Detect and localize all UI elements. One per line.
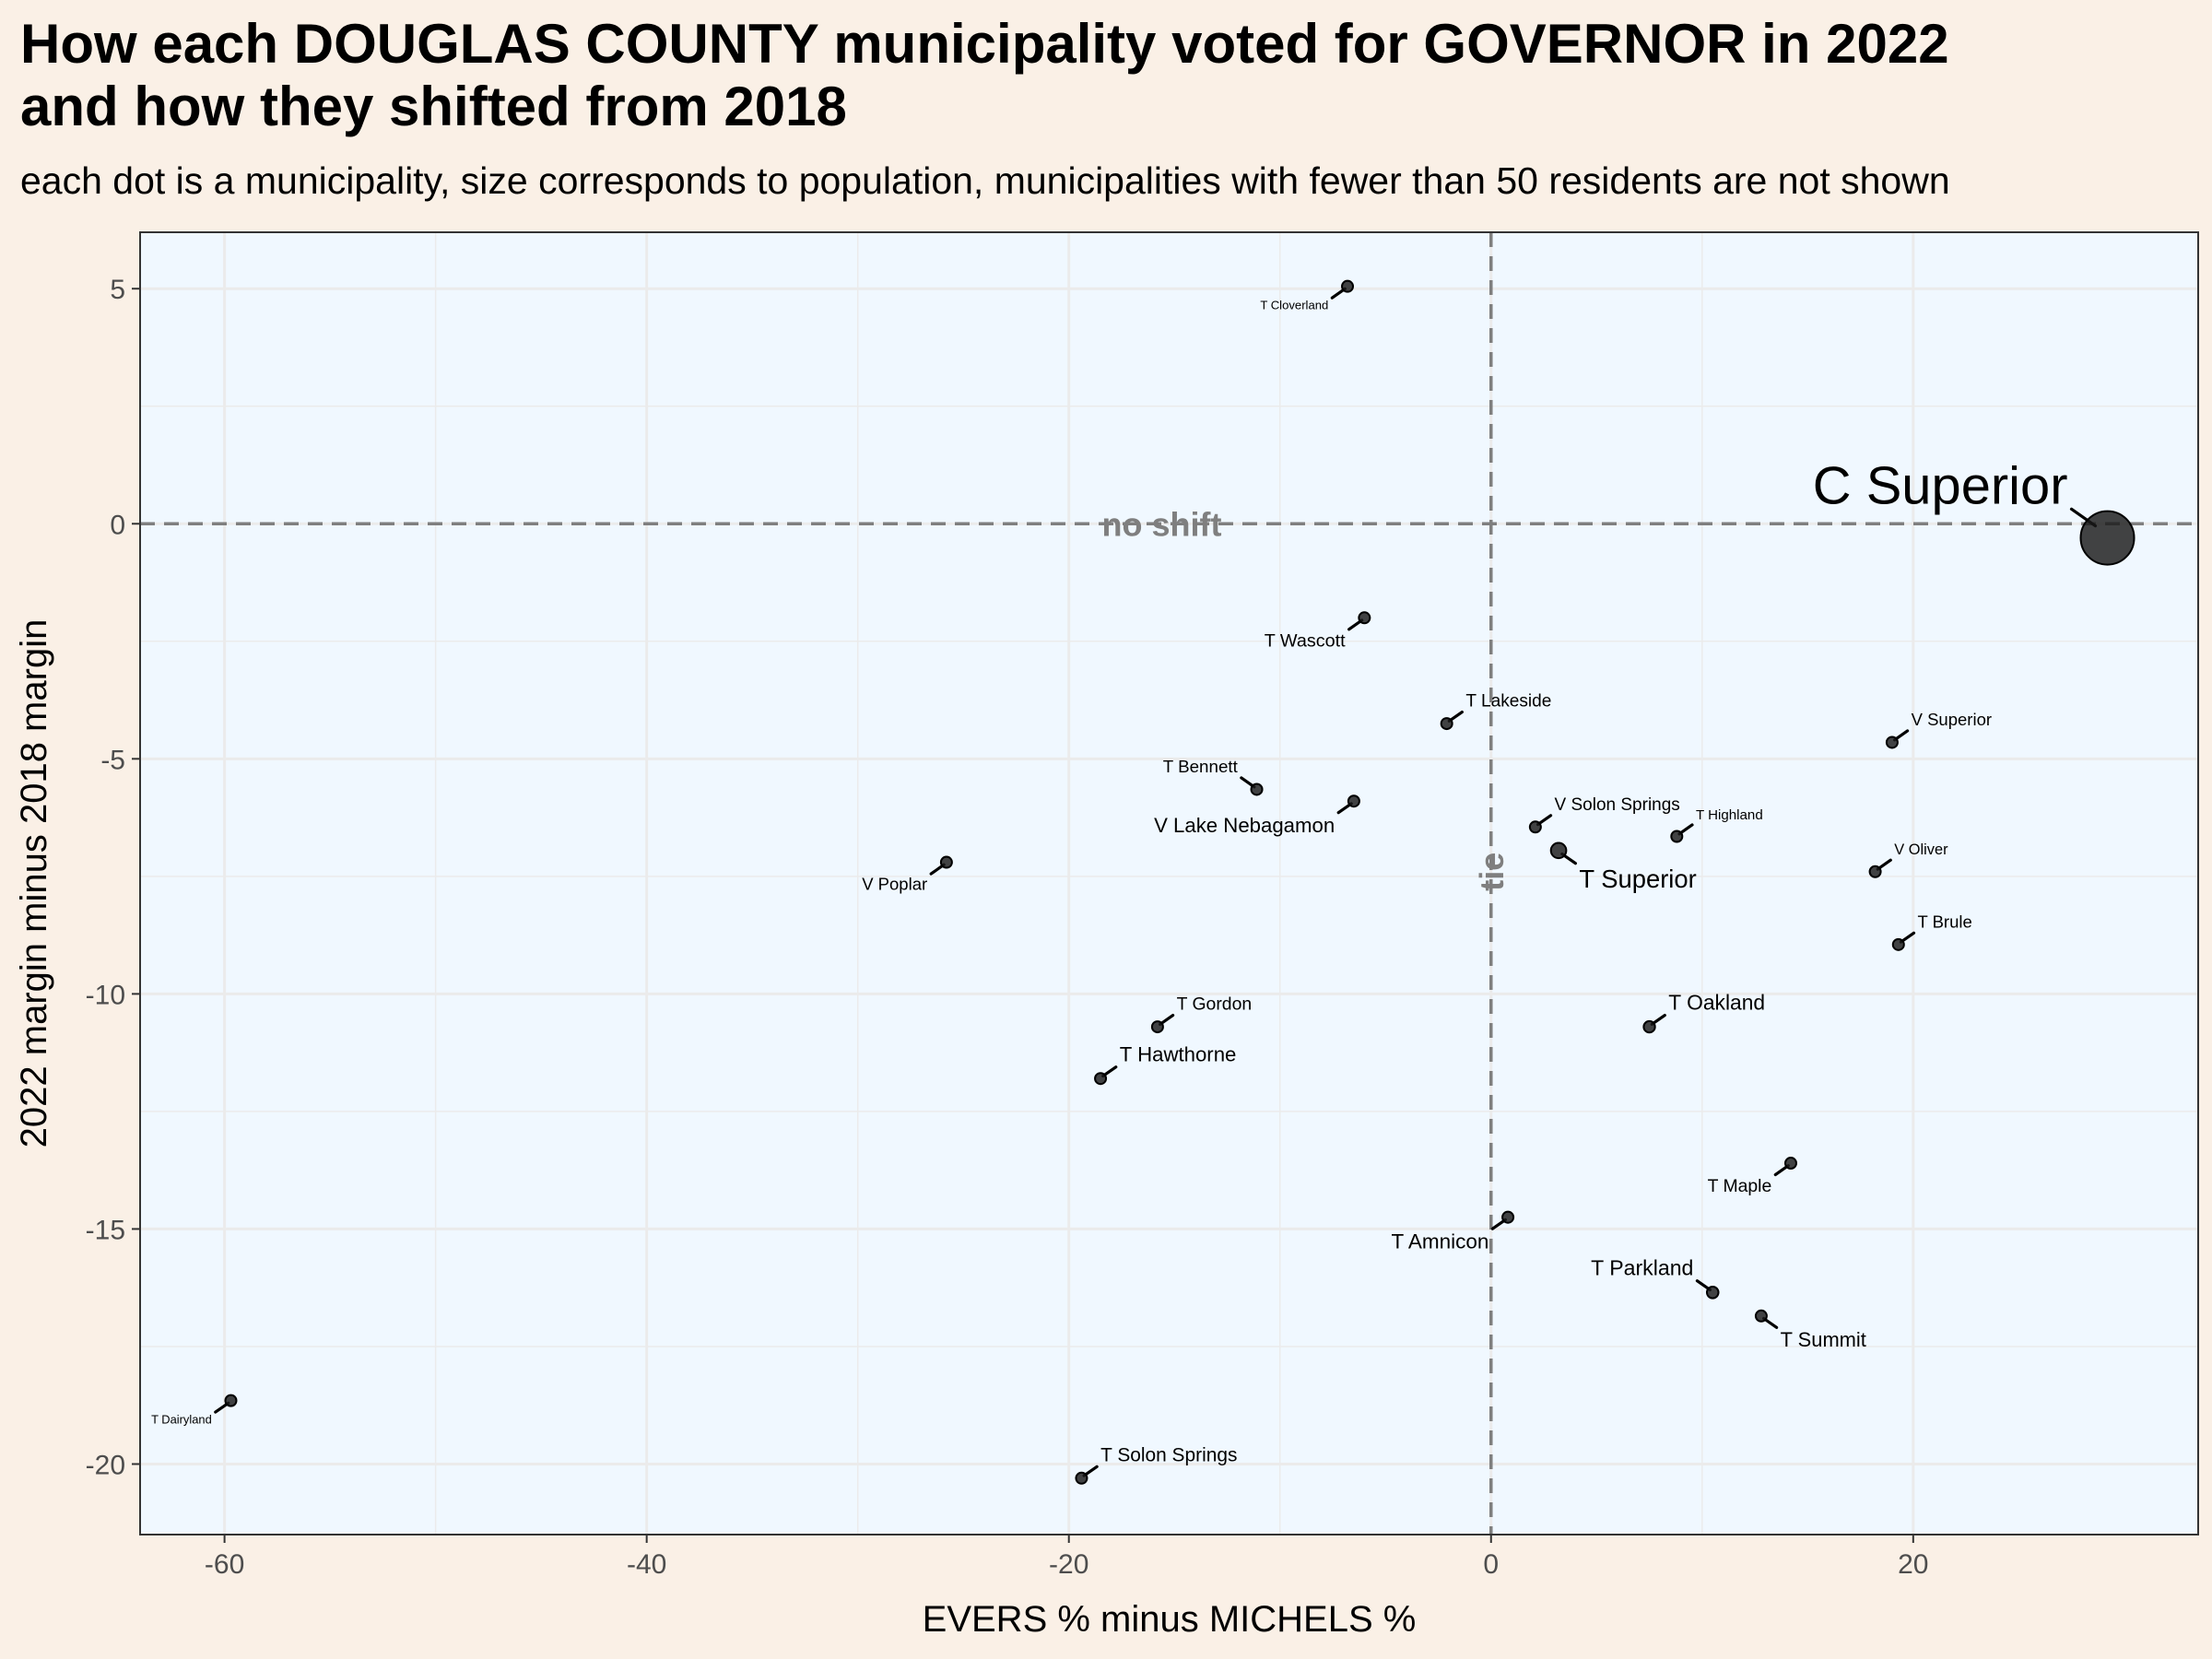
data-point — [1150, 1020, 1164, 1034]
point-label: T Wascott — [1265, 631, 1346, 652]
point-label: T Bennett — [1163, 757, 1239, 776]
data-point — [1885, 735, 1899, 749]
data-point — [1358, 611, 1371, 625]
y-tick-label: -5 — [100, 745, 125, 775]
x-tick-label: 20 — [1898, 1549, 1928, 1580]
point-label: T Parkland — [1591, 1256, 1693, 1280]
data-point — [1549, 841, 1568, 860]
data-point — [1642, 1019, 1656, 1034]
data-point — [2079, 510, 2136, 566]
axes: -60 -40 -20 0 20 5 0 -5 -10 -15 -20 — [86, 275, 1929, 1580]
x-axis-title: EVERS % minus MICHELS % — [923, 1599, 1417, 1640]
data-point — [1528, 820, 1542, 834]
point-label: V Oliver — [1894, 841, 1948, 858]
point-label: C Superior — [1813, 456, 2068, 515]
y-axis-title: 2022 margin minus 2018 margin — [14, 619, 54, 1148]
point-label: V Lake Nebagamon — [1154, 814, 1335, 837]
plot-border — [139, 231, 2199, 1535]
x-tick-label: -20 — [1049, 1549, 1088, 1580]
point-label: T Amnicon — [1391, 1230, 1488, 1253]
y-tick-label: 0 — [110, 510, 125, 540]
x-tick-label: 0 — [1483, 1549, 1499, 1580]
point-label: T Maple — [1708, 1176, 1772, 1196]
point-label: T Dairyland — [151, 1412, 212, 1426]
point-label: T Hawthorne — [1120, 1043, 1237, 1066]
x-tick-label: -40 — [627, 1549, 666, 1580]
data-point — [1341, 279, 1355, 293]
chart-title: How each DOUGLAS COUNTY municipality vot… — [20, 13, 2195, 138]
point-label: T Gordon — [1177, 994, 1253, 1015]
point-label: T Superior — [1579, 865, 1696, 893]
grid-lines — [140, 232, 2198, 1535]
y-tick-label: 5 — [110, 275, 125, 305]
data-point — [1891, 937, 1905, 951]
y-tick-label: -15 — [86, 1215, 125, 1245]
point-label: T Cloverland — [1260, 299, 1328, 312]
reference-lines: no shift tie — [140, 232, 2198, 1535]
data-point — [224, 1394, 238, 1407]
point-label: V Solon Springs — [1555, 795, 1680, 815]
data-point — [939, 855, 953, 869]
tie-label: tie — [1473, 853, 1511, 891]
data-point — [1705, 1286, 1720, 1300]
point-label: V Poplar — [862, 875, 927, 894]
point-label: T Highland — [1696, 807, 1763, 823]
chart-title-line-1: How each DOUGLAS COUNTY municipality vot… — [20, 13, 1949, 75]
data-point — [1501, 1210, 1515, 1224]
data-point — [1440, 717, 1453, 731]
point-label: T Brule — [1917, 912, 1971, 931]
y-tick-label: -20 — [86, 1450, 125, 1480]
plot-panel — [140, 232, 2198, 1535]
no-shift-label: no shift — [1101, 505, 1221, 543]
point-label: T Lakeside — [1465, 692, 1551, 712]
point-label: T Solon Springs — [1100, 1444, 1237, 1465]
point-label: V Superior — [1912, 710, 1992, 729]
data-point — [1347, 794, 1360, 808]
data-points: T Cloverland C Superior T Wascott T Lakesid… — [151, 279, 2136, 1485]
y-tick-label: -10 — [86, 980, 125, 1010]
data-point — [1094, 1072, 1108, 1086]
x-tick-label: -60 — [205, 1549, 244, 1580]
data-point — [1868, 865, 1882, 878]
data-point — [1075, 1471, 1088, 1485]
chart-title-line-2: and how they shifted from 2018 — [20, 76, 847, 137]
data-point — [1783, 1157, 1797, 1171]
point-label: T Oakland — [1668, 991, 1765, 1015]
chart-subtitle: each dot is a municipality, size corresp… — [20, 159, 1950, 202]
data-point — [1754, 1309, 1768, 1323]
point-label: T Summit — [1781, 1328, 1866, 1351]
data-point — [1250, 782, 1264, 796]
data-point — [1670, 830, 1684, 843]
